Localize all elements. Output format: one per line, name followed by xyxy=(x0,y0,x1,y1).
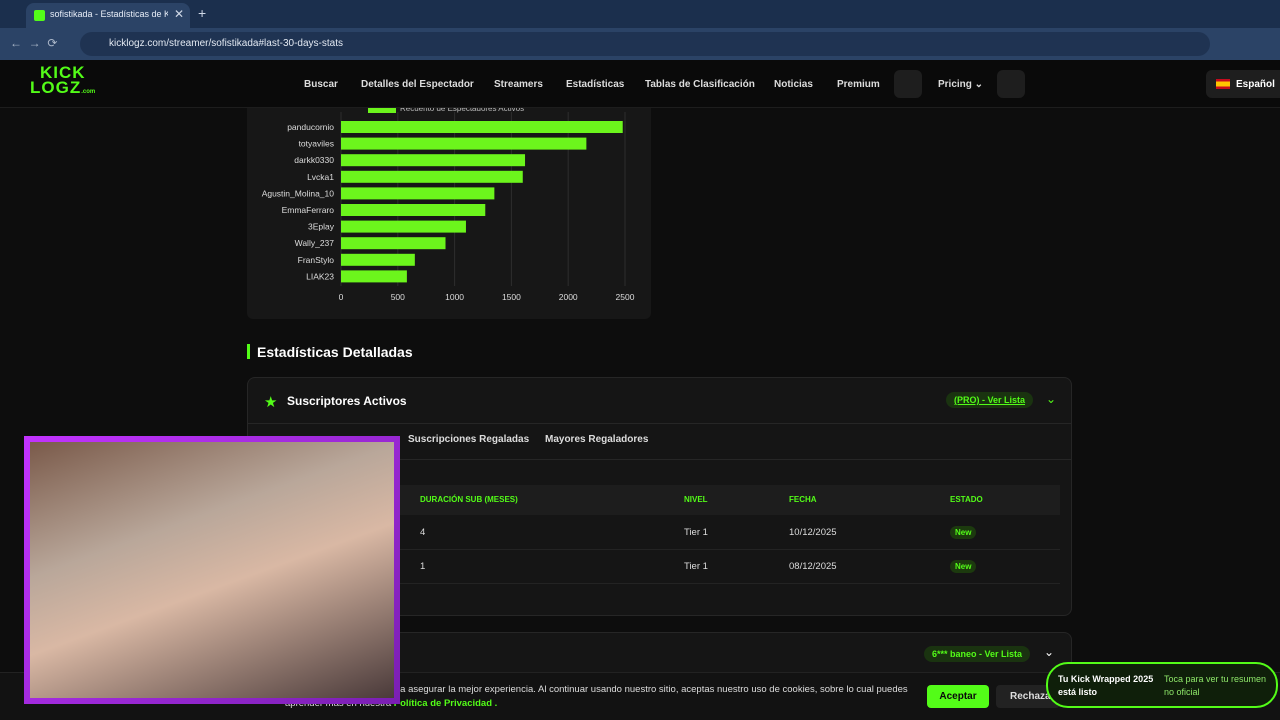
ban-link[interactable]: 6*** baneo - Ver Lista xyxy=(924,646,1031,662)
nav-link[interactable]: Tablas de Clasificación xyxy=(645,79,755,90)
bar xyxy=(341,137,587,150)
bar xyxy=(341,270,407,283)
legend-label: Recuento de Espectadores Activos xyxy=(400,108,524,113)
bar xyxy=(341,253,415,266)
tab-bar: sofistikada - Estadísticas de Kick ✕ + xyxy=(0,0,1280,28)
discord-button[interactable] xyxy=(894,70,922,98)
y-tick-label: FranStylo xyxy=(298,255,335,265)
bar xyxy=(341,237,446,250)
table-header-cell: DURACIÓN SUB (MESES) xyxy=(420,495,518,504)
y-tick-label: Lvcka1 xyxy=(307,172,334,182)
status-badge: New xyxy=(950,526,977,539)
nav-link[interactable]: Streamers xyxy=(494,79,543,90)
y-tick-label: Wally_237 xyxy=(295,238,335,248)
tab[interactable]: sofistikada - Estadísticas de Kick ✕ xyxy=(26,3,190,28)
address-bar: ← → ⟳ kicklogz.com/streamer/sofistikada#… xyxy=(0,28,1280,60)
y-tick-label: 3Eplay xyxy=(308,222,335,232)
expand-toggle[interactable]: ⌄ xyxy=(1044,645,1055,659)
table-cell: 10/12/2025 xyxy=(789,527,837,538)
url-box[interactable]: kicklogz.com/streamer/sofistikada#last-3… xyxy=(80,32,1210,56)
chart-panel: 0 500 1000 1500 2000 2500 Recuento de Espectad… xyxy=(247,108,651,319)
section-title: Estadísticas Detalladas xyxy=(257,344,413,360)
row-divider xyxy=(260,583,1060,584)
x-tick-label: 500 xyxy=(391,292,405,302)
tab-title: sofistikada - Estadísticas de Kick xyxy=(50,9,168,19)
webcam-video xyxy=(30,442,394,698)
flag xyxy=(1216,79,1230,89)
x-tick-label: 1500 xyxy=(502,292,521,302)
card-title: Suscriptores Activos xyxy=(287,394,407,408)
tab-close[interactable]: ✕ xyxy=(174,7,185,21)
y-tick-label: darkk0330 xyxy=(294,155,334,165)
y-tick-label: LIAK23 xyxy=(306,271,334,281)
nav-link[interactable]: Buscar xyxy=(304,79,338,90)
pro-link[interactable]: (PRO) - Ver Lista xyxy=(946,392,1034,408)
bar xyxy=(341,170,523,183)
x-tick-label: 2500 xyxy=(616,292,635,302)
nav-link[interactable]: Premium xyxy=(837,79,880,90)
table-cell: Tier 1 xyxy=(684,561,708,572)
nav-buttons[interactable]: ← → ⟳ xyxy=(10,36,58,50)
bar xyxy=(341,154,526,167)
y-tick-label: totyaviles xyxy=(299,139,334,149)
legend-swatch xyxy=(368,108,396,113)
star-icon: ★ xyxy=(264,394,278,411)
row-divider xyxy=(260,549,1060,550)
x-tick-label: 0 xyxy=(339,292,344,302)
divider xyxy=(248,423,1071,424)
logo-bottom: LOGZ.com xyxy=(30,78,96,100)
chart: 0 500 1000 1500 2000 2500 Recuento de Espectad… xyxy=(262,108,635,302)
nav-link[interactable]: Estadísticas xyxy=(566,79,625,90)
bar xyxy=(341,220,466,233)
login-button[interactable] xyxy=(997,70,1025,98)
x-tick-label: 1000 xyxy=(445,292,464,302)
y-tick-label: Agustin_Molina_10 xyxy=(262,188,335,198)
toast[interactable]: Tu Kick Wrapped 2025 está listo Toca par… xyxy=(1046,662,1278,708)
bar xyxy=(341,204,486,216)
toast-text: Toca para ver tu resumen no oficial xyxy=(1164,674,1267,697)
toast-title: Tu Kick Wrapped 2025 está listo xyxy=(1058,674,1154,697)
y-tick-label: panducornio xyxy=(287,122,334,132)
table-cell: 4 xyxy=(420,527,426,538)
cookie-text: ra asegurar la mejor experiencia. Al con… xyxy=(397,684,908,695)
language: Español xyxy=(1236,79,1275,90)
divider xyxy=(248,459,1071,460)
status-badge: New xyxy=(950,560,977,573)
accept-button[interactable]: Aceptar xyxy=(927,685,989,708)
logo-top: KICK xyxy=(40,63,86,82)
table-cell: 1 xyxy=(420,561,426,572)
logo-bottom-text: LOGZ xyxy=(30,78,82,97)
table-header-cell: FECHA xyxy=(789,495,817,504)
tab[interactable]: Mayores Regaladores xyxy=(545,434,649,445)
nav-link[interactable]: Noticias xyxy=(774,79,813,90)
favicon xyxy=(34,10,45,21)
webcam-overlay xyxy=(24,436,400,704)
tab[interactable]: Suscripciones Regaladas xyxy=(408,434,530,445)
section-accent xyxy=(247,344,250,359)
logo-suffix: .com xyxy=(81,89,96,95)
url: kicklogz.com/streamer/sofistikada#last-3… xyxy=(109,38,343,49)
language-button[interactable]: Español xyxy=(1206,70,1280,98)
collapse-toggle[interactable]: ⌄ xyxy=(1046,392,1057,406)
x-tick-label: 2000 xyxy=(559,292,578,302)
new-tab[interactable]: + xyxy=(198,5,207,21)
reject-button[interactable]: Rechazar xyxy=(996,685,1060,708)
pricing-text: Pricing xyxy=(938,79,972,90)
site-header: KICK LOGZ.com Buscar Detalles del Especta… xyxy=(0,60,1280,108)
table-header-cell: ESTADO xyxy=(950,495,983,504)
table-header-cell: NIVEL xyxy=(684,495,708,504)
logo[interactable]: KICK LOGZ.com xyxy=(30,63,95,100)
bar xyxy=(341,121,623,133)
nav-link[interactable]: Detalles del Espectador xyxy=(361,79,474,90)
pricing[interactable]: Pricing ⌄ xyxy=(938,79,984,90)
bar xyxy=(341,187,495,200)
y-tick-label: EmmaFerraro xyxy=(282,205,335,215)
table-cell: Tier 1 xyxy=(684,527,708,538)
table-cell: 08/12/2025 xyxy=(789,561,837,572)
privacy-link[interactable]: Política de Privacidad . xyxy=(393,698,498,709)
